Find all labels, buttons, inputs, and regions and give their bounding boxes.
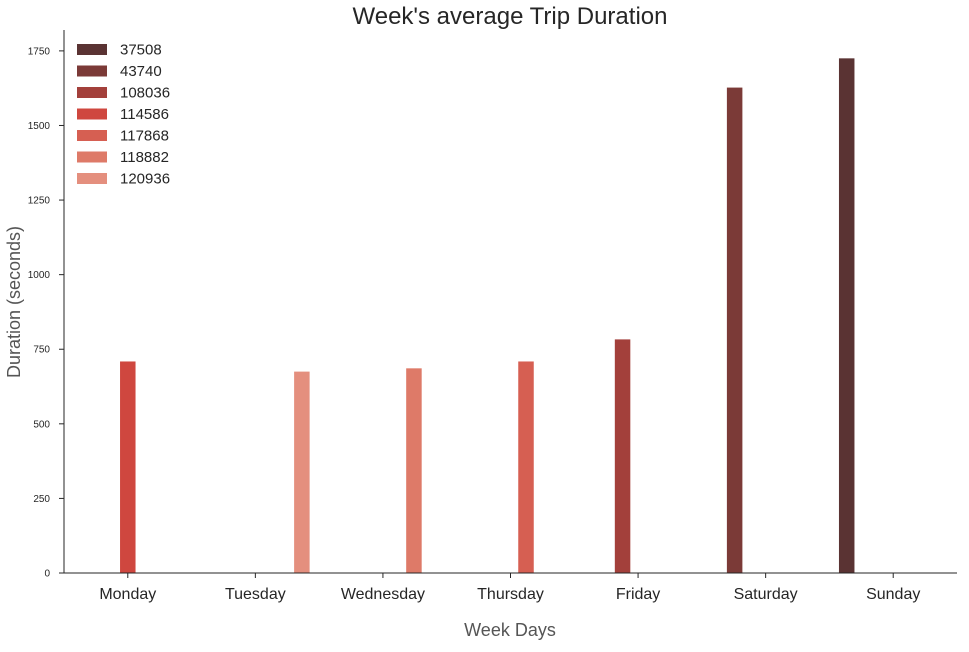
legend-swatch-118882 — [77, 151, 107, 163]
x-tick-label-wednesday: Wednesday — [341, 586, 425, 603]
legend-swatch-37508 — [77, 44, 107, 55]
y-tick-label: 1000 — [28, 270, 51, 281]
x-tick-label-sunday: Sunday — [866, 586, 920, 603]
x-tick-label-saturday: Saturday — [734, 586, 798, 603]
bar-saturday-43740 — [726, 87, 743, 573]
legend-label-120936: 120936 — [120, 171, 170, 188]
legend-label-37508: 37508 — [120, 42, 162, 59]
legend-swatch-108036 — [77, 87, 107, 98]
legend-swatch-120936 — [77, 173, 107, 184]
y-tick-label: 0 — [44, 569, 50, 580]
bar-thursday-117868 — [518, 361, 534, 573]
bar-friday-108036 — [614, 339, 631, 573]
y-tick-label: 1500 — [28, 121, 51, 132]
x-tick-label-tuesday: Tuesday — [225, 586, 286, 603]
legend-swatch-43740 — [77, 65, 107, 77]
x-tick-label-monday: Monday — [99, 586, 156, 603]
legend-label-43740: 43740 — [120, 63, 162, 80]
y-tick-label: 1250 — [28, 196, 51, 207]
x-axis-label: Week Days — [464, 620, 556, 640]
y-tick-label: 1750 — [28, 46, 51, 57]
legend-swatch-117868 — [77, 130, 107, 141]
ticks-layer: 0 250 500 750 1000 1250 1500 1750 Monday Tuesday W… — [28, 46, 921, 603]
y-axis-label: Duration (seconds) — [4, 226, 24, 378]
bar-sunday-37508 — [838, 58, 855, 573]
bar-wednesday-118882 — [406, 368, 422, 573]
y-tick-label: 750 — [33, 345, 50, 356]
legend-label-118882: 118882 — [120, 149, 169, 166]
legend-label-117868: 117868 — [120, 128, 169, 145]
x-tick-label-friday: Friday — [616, 586, 660, 603]
legend-swatch-114586 — [77, 108, 107, 120]
bar-monday-114586 — [120, 361, 136, 573]
y-tick-label: 500 — [33, 419, 50, 430]
bars-layer — [120, 58, 855, 573]
bar-tuesday-120936 — [294, 371, 310, 573]
legend: 37508 43740 108036 114586 117868 118882 120936 — [77, 42, 170, 188]
legend-label-114586: 114586 — [120, 106, 169, 123]
y-tick-label: 250 — [33, 494, 50, 505]
legend-label-108036: 108036 — [120, 85, 170, 102]
axes-layer — [63, 30, 957, 574]
x-tick-label-thursday: Thursday — [477, 586, 544, 603]
chart-title: Week's average Trip Duration — [353, 3, 668, 30]
